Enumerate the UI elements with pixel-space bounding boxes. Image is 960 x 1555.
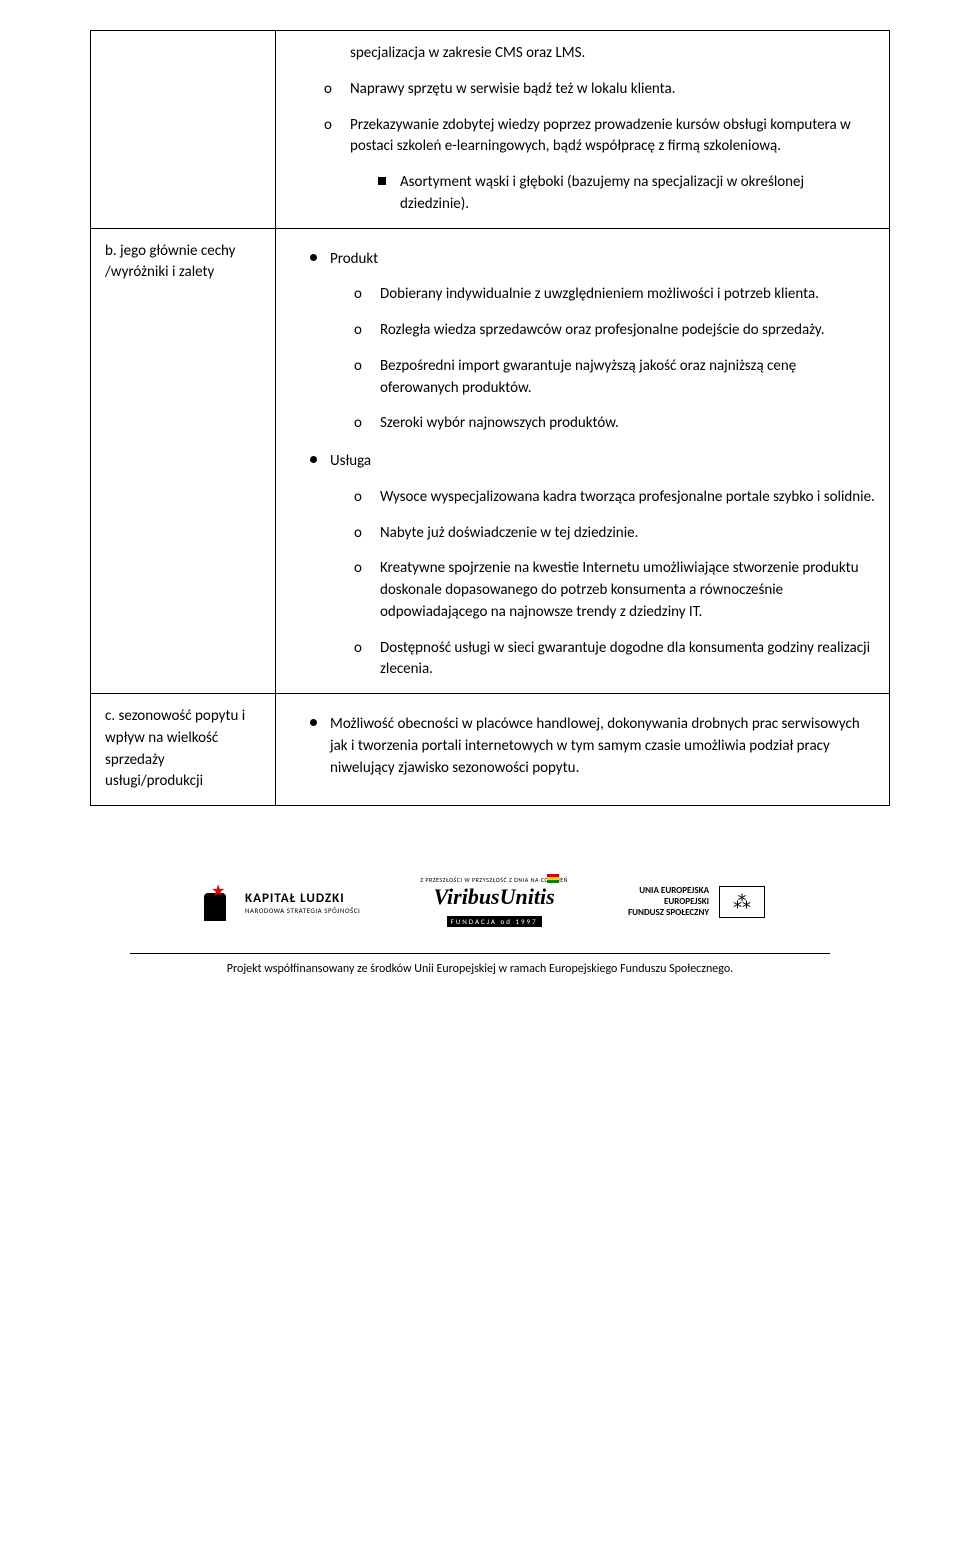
dot-bullet-icon	[310, 254, 317, 261]
footer-divider	[130, 953, 830, 954]
list-item-text: Przekazywanie zdobytej wiedzy poprzez pr…	[350, 116, 851, 156]
row3-label: c. sezonowość popytu i wpływ na wielkość…	[105, 707, 245, 790]
group-label: Usługa	[330, 452, 371, 470]
eu-logo: UNIA EUROPEJSKA EUROPEJSKI FUNDUSZ SPOŁE…	[628, 886, 765, 918]
list-item-text: Rozległa wiedza sprzedawców oraz profesj…	[380, 321, 825, 339]
vir-main-text: ViribusUnitis	[434, 884, 555, 910]
kl-title: KAPITAŁ LUDZKI	[245, 891, 360, 906]
vir-main-label: ViribusUnitis	[434, 884, 555, 909]
list-item-text: Wysoce wyspecjalizowana kadra tworząca p…	[380, 488, 875, 506]
table-row: c. sezonowość popytu i wpływ na wielkość…	[91, 694, 890, 806]
list-item: o Bezpośredni import gwarantuje najwyższą…	[290, 356, 875, 400]
list-item-text: Szeroki wybór najnowszych produktów.	[380, 414, 619, 432]
kl-text: KAPITAŁ LUDZKI NARODOWA STRATEGIA SPÓJNO…	[245, 891, 360, 915]
list-item-text: Dobierany indywidualnie z uwzględnieniem…	[380, 285, 819, 303]
dot-bullet-icon	[310, 456, 317, 463]
dot-bullet-icon	[310, 719, 317, 726]
document-page: specjalizacja w zakresie CMS oraz LMS. o…	[0, 0, 960, 846]
list-item: o Dobierany indywidualnie z uwzględnienie…	[290, 284, 875, 306]
circle-bullet-icon: o	[354, 523, 362, 545]
circle-bullet-icon: o	[354, 413, 362, 435]
kapital-ludzki-logo: ★ KAPITAŁ LUDZKI NARODOWA STRATEGIA SPÓJ…	[195, 883, 360, 923]
list-item-text: Asortyment wąski i głęboki (bazujemy na …	[400, 173, 804, 213]
circle-bullet-icon: o	[354, 284, 362, 306]
list-item: o Dostępność usługi w sieci gwarantuje do…	[290, 638, 875, 682]
list-item: o Przekazywanie zdobytej wiedzy poprzez p…	[290, 115, 875, 159]
row3-content-cell: Możliwość obecności w placówce handlowej…	[276, 694, 890, 806]
row1-label-cell	[91, 31, 276, 229]
vir-subtitle: FUNDACJA od 1997	[447, 916, 542, 927]
circle-bullet-icon: o	[354, 356, 362, 378]
list-item-text: Naprawy sprzętu w serwisie bądź też w lo…	[350, 80, 675, 98]
list-item: o Naprawy sprzętu w serwisie bądź też w l…	[290, 79, 875, 101]
page-footer: ★ KAPITAŁ LUDZKI NARODOWA STRATEGIA SPÓJ…	[0, 846, 960, 1006]
list-item: o Kreatywne spojrzenie na kwestie Interne…	[290, 558, 875, 623]
list-item-text: Możliwość obecności w placówce handlowej…	[330, 715, 860, 777]
row1-content-cell: specjalizacja w zakresie CMS oraz LMS. o…	[276, 31, 890, 229]
list-item-text: Nabyte już doświadczenie w tej dziedzini…	[380, 524, 638, 542]
eu-text: UNIA EUROPEJSKA EUROPEJSKI FUNDUSZ SPOŁE…	[628, 886, 709, 918]
table-row: b. jego głównie cechy /wyróżniki i zalet…	[91, 228, 890, 694]
list-item-text: Dostępność usługi w sieci gwarantuje dog…	[380, 639, 870, 679]
circle-bullet-icon: o	[354, 558, 362, 580]
group-label: Produkt	[330, 250, 378, 268]
list-item: Asortyment wąski i głęboki (bazujemy na …	[290, 172, 875, 216]
group-heading: Produkt	[290, 249, 875, 271]
list-item: o Szeroki wybór najnowszych produktów.	[290, 413, 875, 435]
circle-bullet-icon: o	[354, 320, 362, 342]
row2-label: b. jego głównie cechy /wyróżniki i zalet…	[105, 242, 235, 282]
row2-label-cell: b. jego głównie cechy /wyróżniki i zalet…	[91, 228, 276, 694]
circle-bullet-icon: o	[324, 79, 332, 101]
content-table: specjalizacja w zakresie CMS oraz LMS. o…	[90, 30, 890, 806]
circle-bullet-icon: o	[354, 487, 362, 509]
list-item: o Wysoce wyspecjalizowana kadra tworząca …	[290, 487, 875, 509]
row3-label-cell: c. sezonowość popytu i wpływ na wielkość…	[91, 694, 276, 806]
eu-line3: FUNDUSZ SPOŁECZNY	[628, 908, 709, 919]
circle-bullet-icon: o	[324, 115, 332, 137]
list-item: Możliwość obecności w placówce handlowej…	[290, 714, 875, 779]
kl-figure-icon: ★	[195, 883, 235, 923]
circle-bullet-icon: o	[354, 638, 362, 660]
flag-icon	[547, 874, 559, 883]
list-item: o Nabyte już doświadczenie w tej dziedzin…	[290, 523, 875, 545]
list-item: o Rozległa wiedza sprzedawców oraz profes…	[290, 320, 875, 342]
footer-text: Projekt współfinansowany ze środków Unii…	[0, 962, 960, 976]
square-bullet-icon	[378, 177, 386, 185]
table-row: specjalizacja w zakresie CMS oraz LMS. o…	[91, 31, 890, 229]
list-item-text: Kreatywne spojrzenie na kwestie Internet…	[380, 559, 859, 621]
kl-subtitle: NARODOWA STRATEGIA SPÓJNOŚCI	[245, 906, 360, 915]
footer-logos: ★ KAPITAŁ LUDZKI NARODOWA STRATEGIA SPÓJ…	[0, 876, 960, 929]
row1-intro: specjalizacja w zakresie CMS oraz LMS.	[290, 43, 875, 65]
row2-content-cell: Produkt o Dobierany indywidualnie z uwzgl…	[276, 228, 890, 694]
group-heading: Usługa	[290, 451, 875, 473]
eu-flag-icon: ⁂	[719, 886, 765, 918]
viribus-unitis-logo: Z PRZESZŁOŚCI W PRZYSZŁOŚĆ Z DNIA NA CO …	[420, 876, 568, 929]
list-item-text: Bezpośredni import gwarantuje najwyższą …	[380, 357, 796, 397]
